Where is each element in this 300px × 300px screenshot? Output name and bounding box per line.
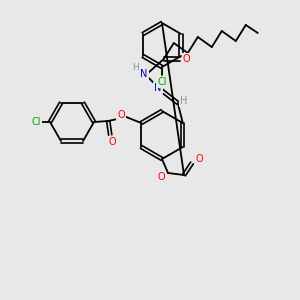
Text: Cl: Cl (157, 77, 167, 87)
Text: Cl: Cl (31, 117, 41, 127)
Text: H: H (132, 62, 139, 71)
Text: O: O (108, 137, 116, 147)
Text: O: O (117, 110, 125, 120)
Text: N: N (140, 69, 148, 79)
Text: O: O (195, 154, 203, 164)
Text: N: N (154, 83, 161, 93)
Text: O: O (183, 54, 190, 64)
Text: H: H (180, 96, 188, 106)
Text: O: O (157, 172, 165, 182)
